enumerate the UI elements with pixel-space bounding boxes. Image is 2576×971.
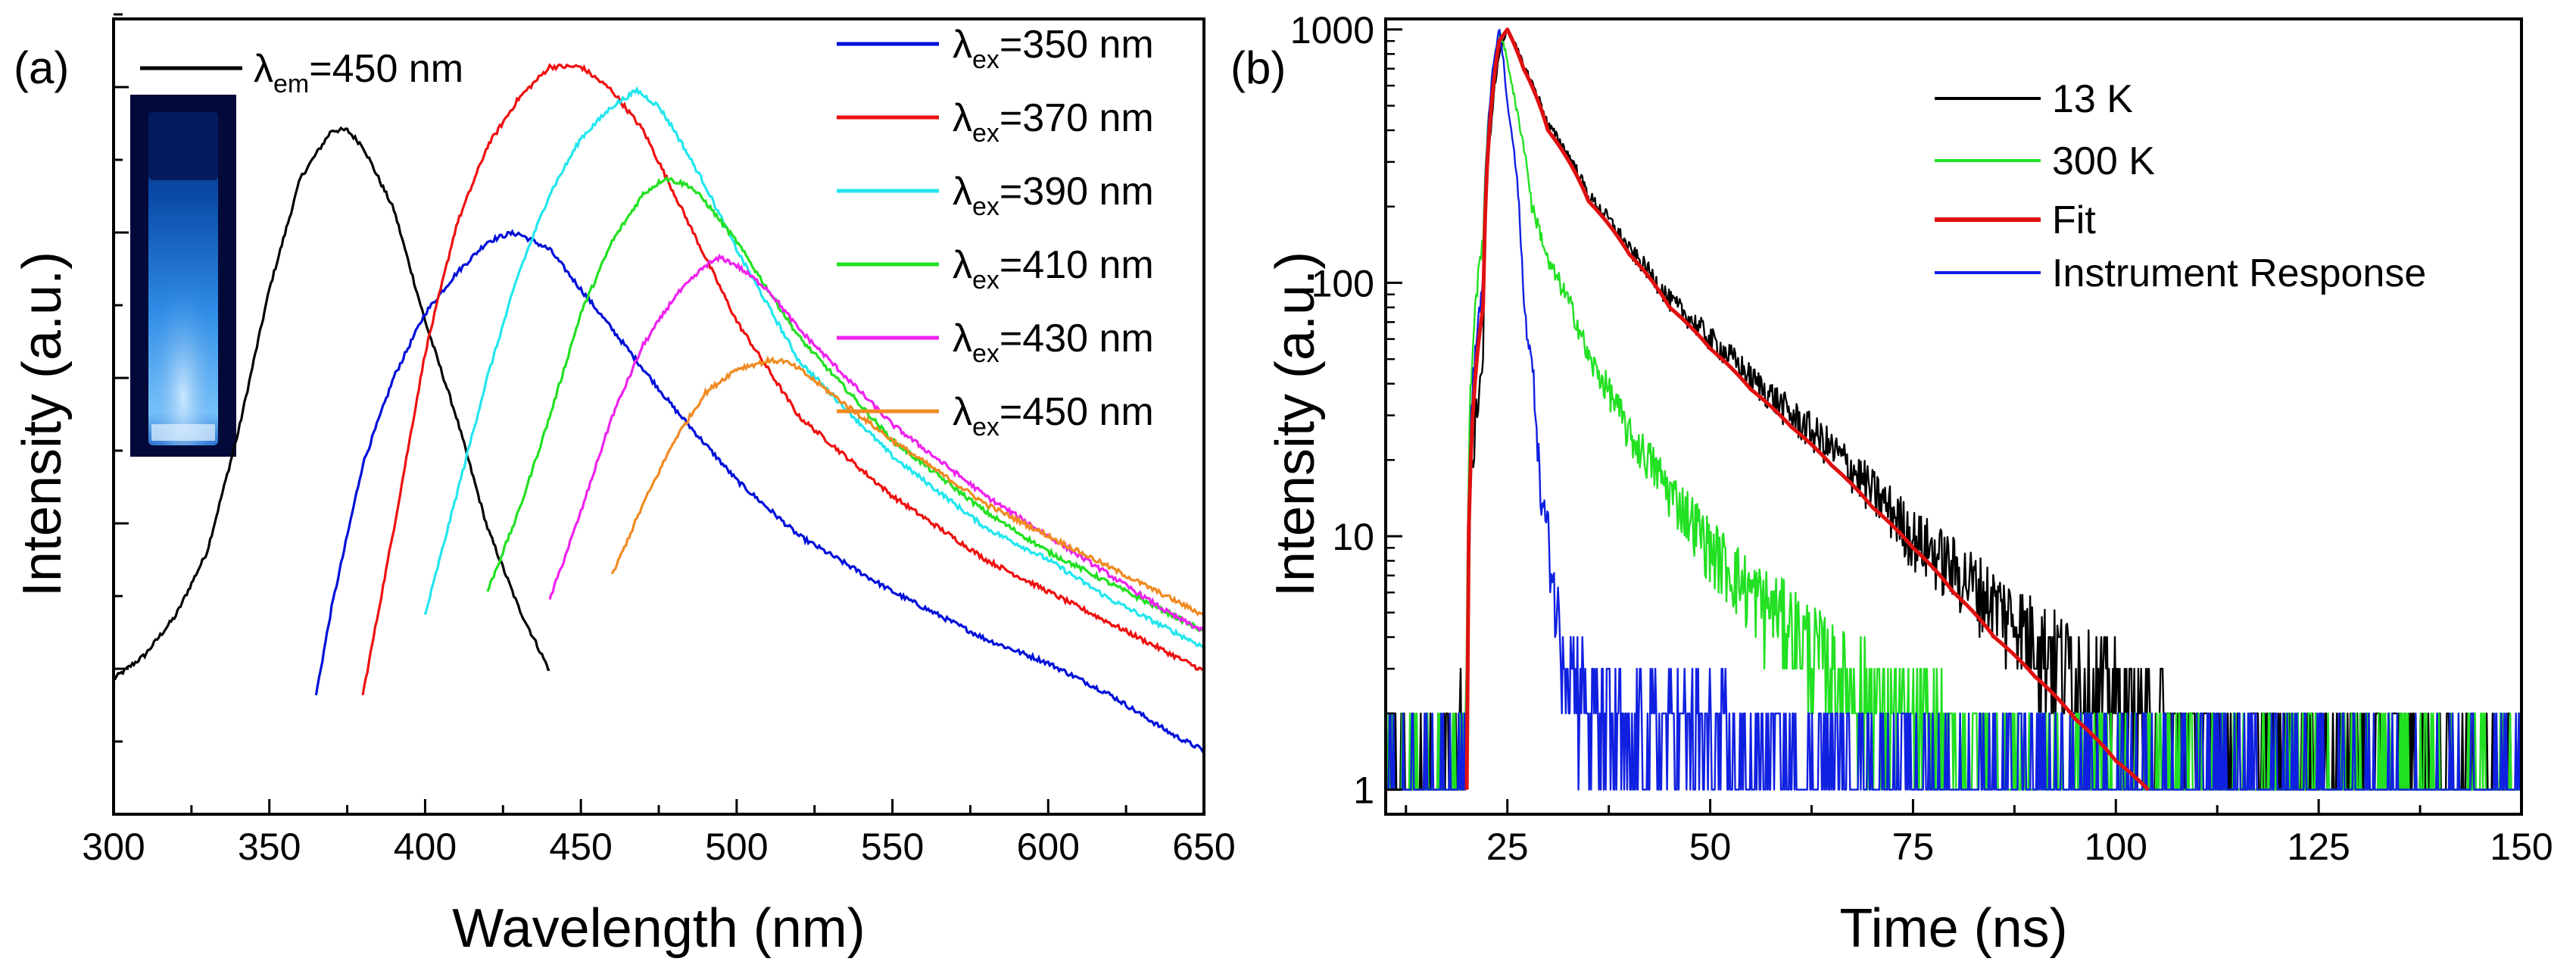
panel-a-xlabel: Wavelength (nm) <box>452 898 865 959</box>
series-a-6 <box>548 253 1204 634</box>
x-tick-label-a-0: 300 <box>82 826 145 868</box>
legend-b-4: Instrument Response <box>1935 251 2426 295</box>
series-a-5 <box>486 176 1204 632</box>
panel-b: (b) 25 50 75 100 125 150 1 10 100 1000 Time (ns)… <box>1230 9 2553 959</box>
x-tick-label-a-2: 400 <box>394 826 457 868</box>
x-tick-label-a-5: 550 <box>861 826 924 868</box>
panel-a-curves <box>114 63 1204 754</box>
legend-b-1: 13 K <box>1935 77 2133 121</box>
series-a-2 <box>314 229 1204 754</box>
legend-em: λem=450 nm <box>140 47 463 98</box>
x-tick-label-b-2: 75 <box>1892 826 1935 868</box>
legend-ex-4-text: λex=410 nm <box>953 243 1154 295</box>
legend-ex-6: λex=450 nm <box>837 390 1154 442</box>
series-b-300-k <box>1386 32 2521 791</box>
panel-a: (a) 300 350 400 450 500 550 600 650 Wavelength … <box>12 13 1236 959</box>
legend-b-4-text: Instrument Response <box>2052 251 2426 295</box>
series-a-7 <box>610 355 1204 618</box>
legend-ex-5-text: λex=430 nm <box>953 317 1154 368</box>
series-a-4 <box>423 86 1204 649</box>
legend-ex-6-text: λex=450 nm <box>953 390 1154 442</box>
x-tick-label-a-6: 600 <box>1017 826 1080 868</box>
inset-photo <box>130 95 236 457</box>
legend-b-2: 300 K <box>1935 139 2155 183</box>
series-b-instrument-response <box>1386 29 2521 791</box>
panel-b-label: (b) <box>1230 42 1286 93</box>
legend-ex-4: λex=410 nm <box>837 243 1154 295</box>
legend-ex-3-text: λex=390 nm <box>953 170 1154 221</box>
legend-em-text: λem=450 nm <box>254 47 463 98</box>
x-tick-label-b-3: 100 <box>2085 826 2147 868</box>
panel-a-label: (a) <box>14 42 69 93</box>
series-b-fit <box>1464 27 2150 791</box>
legend-ex-5: λex=430 nm <box>837 317 1154 368</box>
panel-b-x-ticks: 25 50 75 100 125 150 <box>1405 799 2553 868</box>
legend-b: 13 K 300 K Fit Instrument Response <box>1935 77 2426 295</box>
legend-b-1-text: 13 K <box>2052 77 2133 121</box>
x-tick-label-a-1: 350 <box>238 826 301 868</box>
x-tick-label-a-3: 450 <box>549 826 612 868</box>
panel-a-ylabel: Intensity (a.u.) <box>12 251 73 597</box>
series-a-1 <box>114 126 550 681</box>
legend-b-3-text: Fit <box>2052 198 2096 242</box>
x-tick-label-b-4: 125 <box>2287 826 2350 868</box>
y-tick-label-b-2: 100 <box>1311 262 1374 304</box>
x-tick-label-a-4: 500 <box>705 826 768 868</box>
series-a-3 <box>361 63 1204 696</box>
panel-b-frame <box>1384 17 2523 816</box>
panel-b-ylabel: Intensity (a.u.) <box>1265 251 1326 597</box>
y-tick-label-b-0: 1 <box>1353 770 1374 812</box>
legend-ex-1-text: λex=350 nm <box>953 23 1154 74</box>
legend-ex-3: λex=390 nm <box>837 170 1154 221</box>
x-tick-label-b-5: 150 <box>2490 826 2553 868</box>
x-tick-label-a-7: 650 <box>1172 826 1235 868</box>
x-tick-label-b-0: 25 <box>1486 826 1529 868</box>
panel-a-y-ticks <box>114 13 129 743</box>
panel-b-xlabel: Time (ns) <box>1839 898 2067 959</box>
legend-ex: λex=350 nm λex=370 nm λex=390 nm λex=410… <box>837 23 1154 442</box>
legend-ex-1: λex=350 nm <box>837 23 1154 74</box>
legend-ex-2: λex=370 nm <box>837 96 1154 148</box>
panel-a-x-ticks: 300 350 400 450 500 550 600 650 <box>82 799 1236 868</box>
x-tick-label-b-1: 50 <box>1689 826 1732 868</box>
panel-b-y-ticks: 1 10 100 1000 <box>1290 9 1402 812</box>
y-tick-label-b-1: 10 <box>1332 516 1374 558</box>
legend-b-3: Fit <box>1935 198 2096 242</box>
legend-ex-2-text: λex=370 nm <box>953 96 1154 148</box>
panel-b-curves <box>1386 27 2521 791</box>
y-tick-label-b-3: 1000 <box>1290 9 1374 52</box>
legend-b-2-text: 300 K <box>2052 139 2155 183</box>
